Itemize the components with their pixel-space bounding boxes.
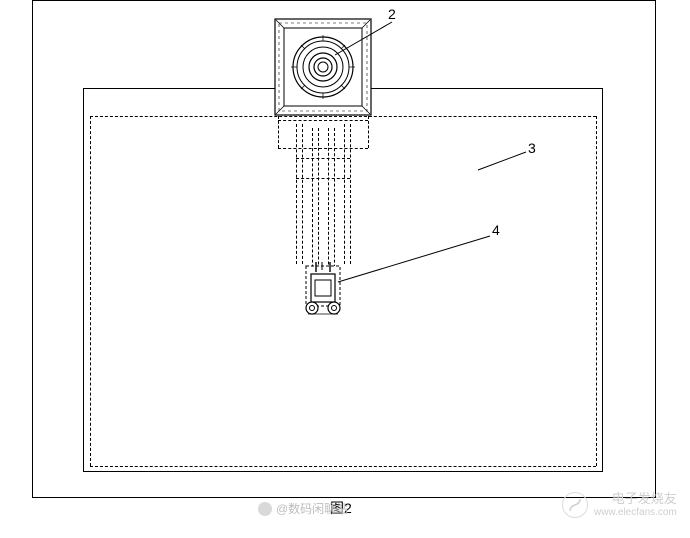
watermark-weibo: @数码闲聊站 [258,500,348,517]
weibo-icon [258,502,272,516]
callout-4-label: 4 [492,222,500,238]
watermark-elecfans: 电子发烧友 www.elecfans.com [562,492,677,518]
diagram-canvas: 2 3 4 图2 @数码闲聊站 电子发烧友 www.elecfans.com [0,0,690,538]
leader-4 [0,0,690,538]
elecfans-brand: 电子发烧友 [594,492,677,506]
watermark-left-text: @数码闲聊站 [276,500,348,517]
elecfans-url: www.elecfans.com [594,507,677,518]
elecfans-icon [562,492,588,518]
